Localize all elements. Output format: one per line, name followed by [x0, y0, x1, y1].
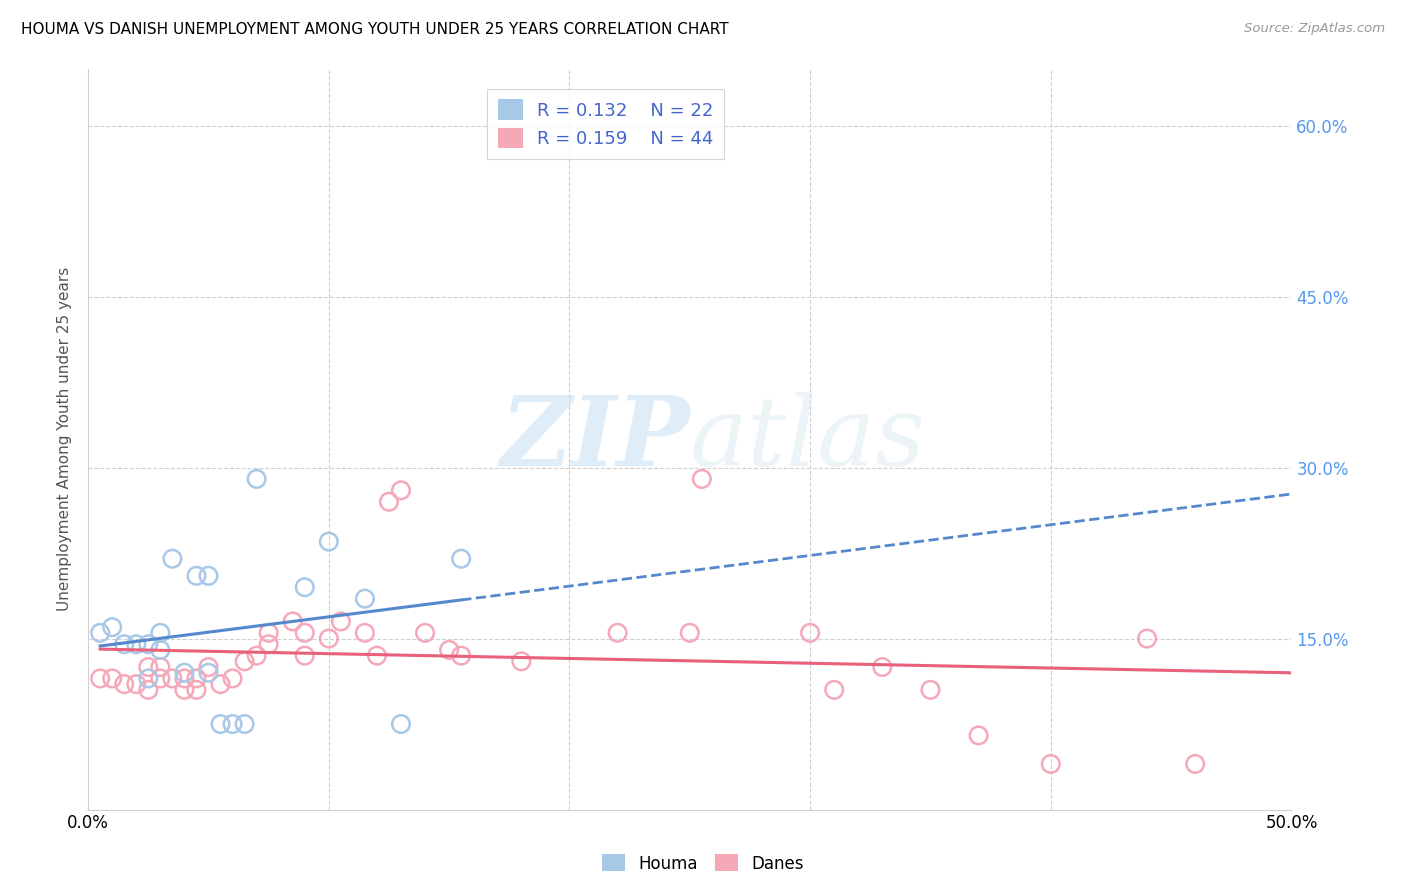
- Point: [872, 660, 894, 674]
- Point: [149, 660, 172, 674]
- Point: [221, 672, 243, 686]
- Text: Source: ZipAtlas.com: Source: ZipAtlas.com: [1244, 22, 1385, 36]
- Point: [101, 620, 124, 634]
- Point: [197, 665, 219, 680]
- Point: [233, 654, 256, 668]
- Point: [294, 625, 316, 640]
- Point: [162, 672, 184, 686]
- Point: [354, 591, 377, 606]
- Y-axis label: Unemployment Among Youth under 25 years: Unemployment Among Youth under 25 years: [58, 267, 72, 611]
- Point: [197, 660, 219, 674]
- Point: [679, 625, 702, 640]
- Point: [450, 551, 472, 566]
- Point: [389, 717, 412, 731]
- Point: [366, 648, 388, 663]
- Point: [186, 682, 208, 697]
- Point: [823, 682, 845, 697]
- Point: [149, 643, 172, 657]
- Point: [437, 643, 460, 657]
- Point: [294, 580, 316, 594]
- Point: [606, 625, 628, 640]
- Point: [197, 569, 219, 583]
- Point: [221, 717, 243, 731]
- Point: [510, 654, 533, 668]
- Legend: Houma, Danes: Houma, Danes: [595, 847, 811, 880]
- Point: [354, 625, 377, 640]
- Point: [173, 665, 195, 680]
- Text: atlas: atlas: [690, 392, 927, 486]
- Point: [89, 625, 111, 640]
- Point: [209, 717, 232, 731]
- Point: [209, 677, 232, 691]
- Point: [329, 615, 352, 629]
- Point: [136, 672, 159, 686]
- Point: [186, 672, 208, 686]
- Point: [967, 728, 990, 742]
- Point: [294, 648, 316, 663]
- Legend: R = 0.132    N = 22, R = 0.159    N = 44: R = 0.132 N = 22, R = 0.159 N = 44: [486, 88, 724, 160]
- Point: [378, 494, 401, 508]
- Point: [112, 637, 135, 651]
- Point: [136, 660, 159, 674]
- Point: [162, 551, 184, 566]
- Point: [690, 472, 713, 486]
- Point: [1184, 756, 1206, 771]
- Point: [173, 682, 195, 697]
- Point: [920, 682, 942, 697]
- Point: [246, 648, 269, 663]
- Point: [257, 637, 280, 651]
- Point: [125, 637, 148, 651]
- Point: [450, 648, 472, 663]
- Point: [173, 672, 195, 686]
- Point: [136, 637, 159, 651]
- Point: [149, 672, 172, 686]
- Point: [318, 632, 340, 646]
- Point: [112, 677, 135, 691]
- Text: HOUMA VS DANISH UNEMPLOYMENT AMONG YOUTH UNDER 25 YEARS CORRELATION CHART: HOUMA VS DANISH UNEMPLOYMENT AMONG YOUTH…: [21, 22, 728, 37]
- Point: [257, 625, 280, 640]
- Point: [186, 569, 208, 583]
- Text: ZIP: ZIP: [501, 392, 690, 486]
- Point: [799, 625, 821, 640]
- Point: [136, 682, 159, 697]
- Point: [1039, 756, 1062, 771]
- Point: [89, 672, 111, 686]
- Point: [246, 472, 269, 486]
- Point: [149, 625, 172, 640]
- Point: [1136, 632, 1159, 646]
- Point: [318, 534, 340, 549]
- Point: [233, 717, 256, 731]
- Point: [281, 615, 304, 629]
- Point: [389, 483, 412, 498]
- Point: [125, 677, 148, 691]
- Point: [413, 625, 436, 640]
- Point: [101, 672, 124, 686]
